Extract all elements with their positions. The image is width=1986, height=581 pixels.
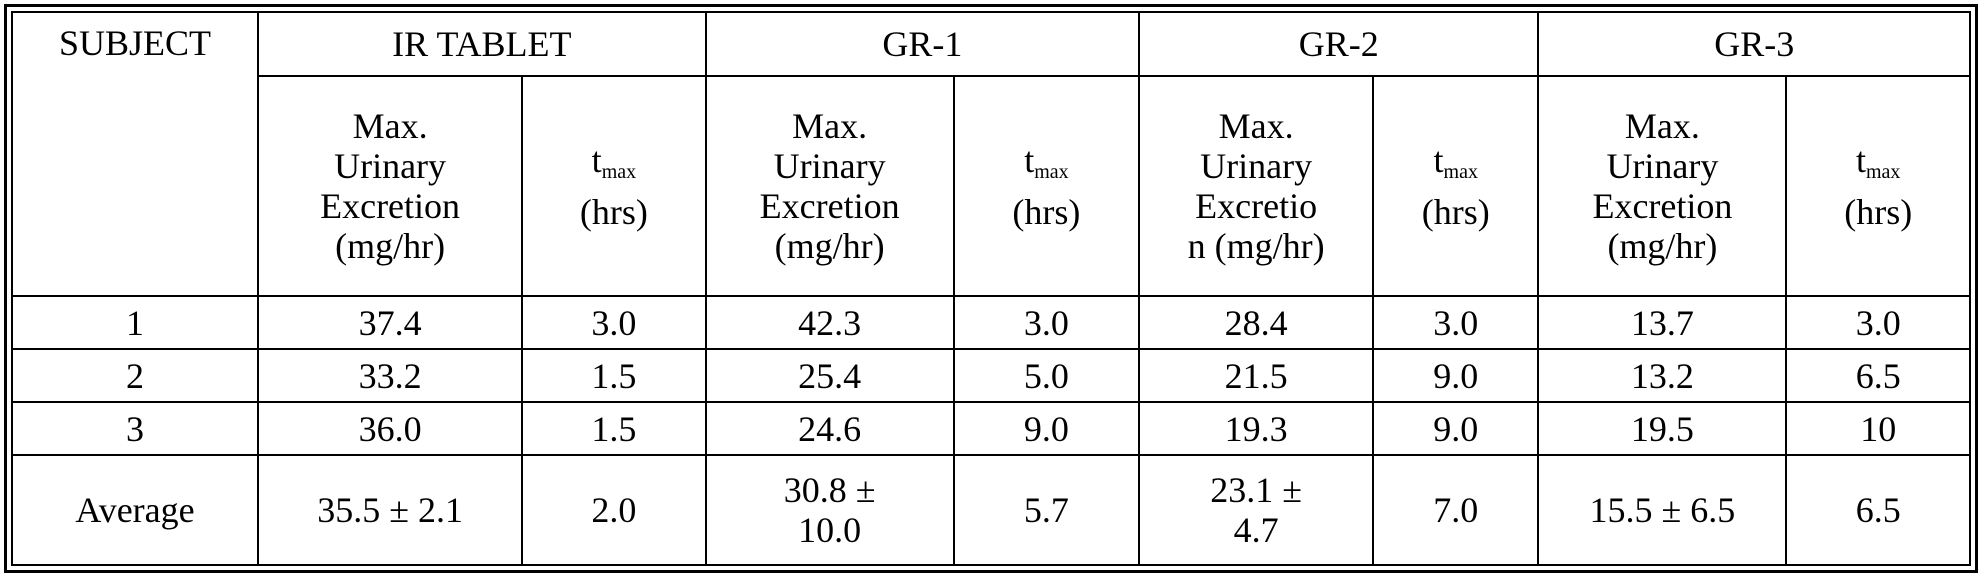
group-header-gr-3: GR-3 — [1538, 12, 1970, 76]
table-cell: 1.5 — [522, 349, 705, 402]
table-cell: 9.0 — [1373, 402, 1538, 455]
group-header-gr-1: GR-1 — [706, 12, 1140, 76]
header-line: Max. — [713, 106, 947, 146]
header-line: n (mg/hr) — [1146, 226, 1366, 266]
table-cell: 3.0 — [954, 296, 1140, 349]
subject-cell: 1 — [12, 296, 258, 349]
average-label: Average — [12, 455, 258, 565]
table-cell: 3.0 — [1373, 296, 1538, 349]
header-line: Excretion — [265, 186, 515, 226]
average-row: Average 35.5 ± 2.1 2.0 30.8 ± 10.0 5.7 2… — [12, 455, 1970, 565]
table-cell: 21.5 — [1139, 349, 1373, 402]
header-line: Max. — [1545, 106, 1779, 146]
header-line: Max. — [265, 106, 515, 146]
average-cell: 5.7 — [954, 455, 1140, 565]
subject-header: SUBJECT — [12, 12, 258, 296]
table-cell: 1.5 — [522, 402, 705, 455]
cell-line: 4.7 — [1146, 510, 1366, 550]
table-cell: 28.4 — [1139, 296, 1373, 349]
table-cell: 36.0 — [258, 402, 522, 455]
table-cell: 25.4 — [706, 349, 954, 402]
header-line: Urinary — [1146, 146, 1366, 186]
max-excretion-header: Max. Urinary Excretion (mg/hr) — [706, 76, 954, 296]
average-cell: 7.0 — [1373, 455, 1538, 565]
table-frame: SUBJECT IR TABLET GR-1 GR-2 GR-3 Max. Ur… — [4, 4, 1978, 573]
header-line: Max. — [1146, 106, 1366, 146]
max-excretion-header: Max. Urinary Excretion (mg/hr) — [1538, 76, 1786, 296]
max-excretion-header: Max. Urinary Excretio n (mg/hr) — [1139, 76, 1373, 296]
average-cell: 6.5 — [1786, 455, 1970, 565]
table-cell: 3.0 — [522, 296, 705, 349]
table-row: 3 36.0 1.5 24.6 9.0 19.3 9.0 19.5 10 — [12, 402, 1970, 455]
average-cell: 15.5 ± 6.5 — [1538, 455, 1786, 565]
cell-line: 10.0 — [713, 510, 947, 550]
cell-line: 30.8 ± — [713, 470, 947, 510]
group-header-row: SUBJECT IR TABLET GR-1 GR-2 GR-3 — [12, 12, 1970, 76]
max-excretion-header: Max. Urinary Excretion (mg/hr) — [258, 76, 522, 296]
table-cell: 5.0 — [954, 349, 1140, 402]
tmax-symbol: tmax — [1793, 140, 1963, 192]
cell-line: 2.0 — [529, 490, 698, 530]
tmax-symbol: tmax — [961, 140, 1133, 192]
tmax-header: tmax (hrs) — [1373, 76, 1538, 296]
cell-line: 5.7 — [961, 490, 1133, 530]
table-cell: 33.2 — [258, 349, 522, 402]
tmax-symbol: tmax — [529, 140, 698, 192]
urinary-excretion-table: SUBJECT IR TABLET GR-1 GR-2 GR-3 Max. Ur… — [11, 11, 1971, 566]
group-header-gr-2: GR-2 — [1139, 12, 1538, 76]
subject-cell: 3 — [12, 402, 258, 455]
tmax-symbol: tmax — [1380, 140, 1531, 192]
average-cell: 35.5 ± 2.1 — [258, 455, 522, 565]
tmax-unit: (hrs) — [1793, 192, 1963, 232]
table-cell: 6.5 — [1786, 349, 1970, 402]
header-line: Excretio — [1146, 186, 1366, 226]
tmax-header: tmax (hrs) — [522, 76, 705, 296]
header-line: Urinary — [1545, 146, 1779, 186]
group-header-ir-tablet: IR TABLET — [258, 12, 706, 76]
cell-line: 23.1 ± — [1146, 470, 1366, 510]
header-line: (mg/hr) — [265, 226, 515, 266]
header-line: Urinary — [713, 146, 947, 186]
cell-line: 15.5 ± 6.5 — [1545, 490, 1779, 530]
table-row: 2 33.2 1.5 25.4 5.0 21.5 9.0 13.2 6.5 — [12, 349, 1970, 402]
table-cell: 3.0 — [1786, 296, 1970, 349]
table-row: 1 37.4 3.0 42.3 3.0 28.4 3.0 13.7 3.0 — [12, 296, 1970, 349]
table-cell: 19.5 — [1538, 402, 1786, 455]
tmax-unit: (hrs) — [529, 192, 698, 232]
average-cell: 30.8 ± 10.0 — [706, 455, 954, 565]
header-line: (mg/hr) — [1545, 226, 1779, 266]
cell-line: 35.5 ± 2.1 — [265, 490, 515, 530]
header-line: Excretion — [1545, 186, 1779, 226]
cell-line: 7.0 — [1380, 490, 1531, 530]
header-line: Urinary — [265, 146, 515, 186]
table-cell: 37.4 — [258, 296, 522, 349]
average-cell: 23.1 ± 4.7 — [1139, 455, 1373, 565]
table-cell: 42.3 — [706, 296, 954, 349]
tmax-unit: (hrs) — [1380, 192, 1531, 232]
table-cell: 9.0 — [954, 402, 1140, 455]
cell-line: 6.5 — [1793, 490, 1963, 530]
tmax-header: tmax (hrs) — [954, 76, 1140, 296]
table-cell: 10 — [1786, 402, 1970, 455]
sub-header-row: Max. Urinary Excretion (mg/hr) tmax (hrs… — [12, 76, 1970, 296]
table-cell: 19.3 — [1139, 402, 1373, 455]
tmax-unit: (hrs) — [961, 192, 1133, 232]
table-cell: 13.2 — [1538, 349, 1786, 402]
tmax-header: tmax (hrs) — [1786, 76, 1970, 296]
table-cell: 24.6 — [706, 402, 954, 455]
table-cell: 13.7 — [1538, 296, 1786, 349]
table-cell: 9.0 — [1373, 349, 1538, 402]
header-line: (mg/hr) — [713, 226, 947, 266]
header-line: Excretion — [713, 186, 947, 226]
subject-cell: 2 — [12, 349, 258, 402]
average-cell: 2.0 — [522, 455, 705, 565]
